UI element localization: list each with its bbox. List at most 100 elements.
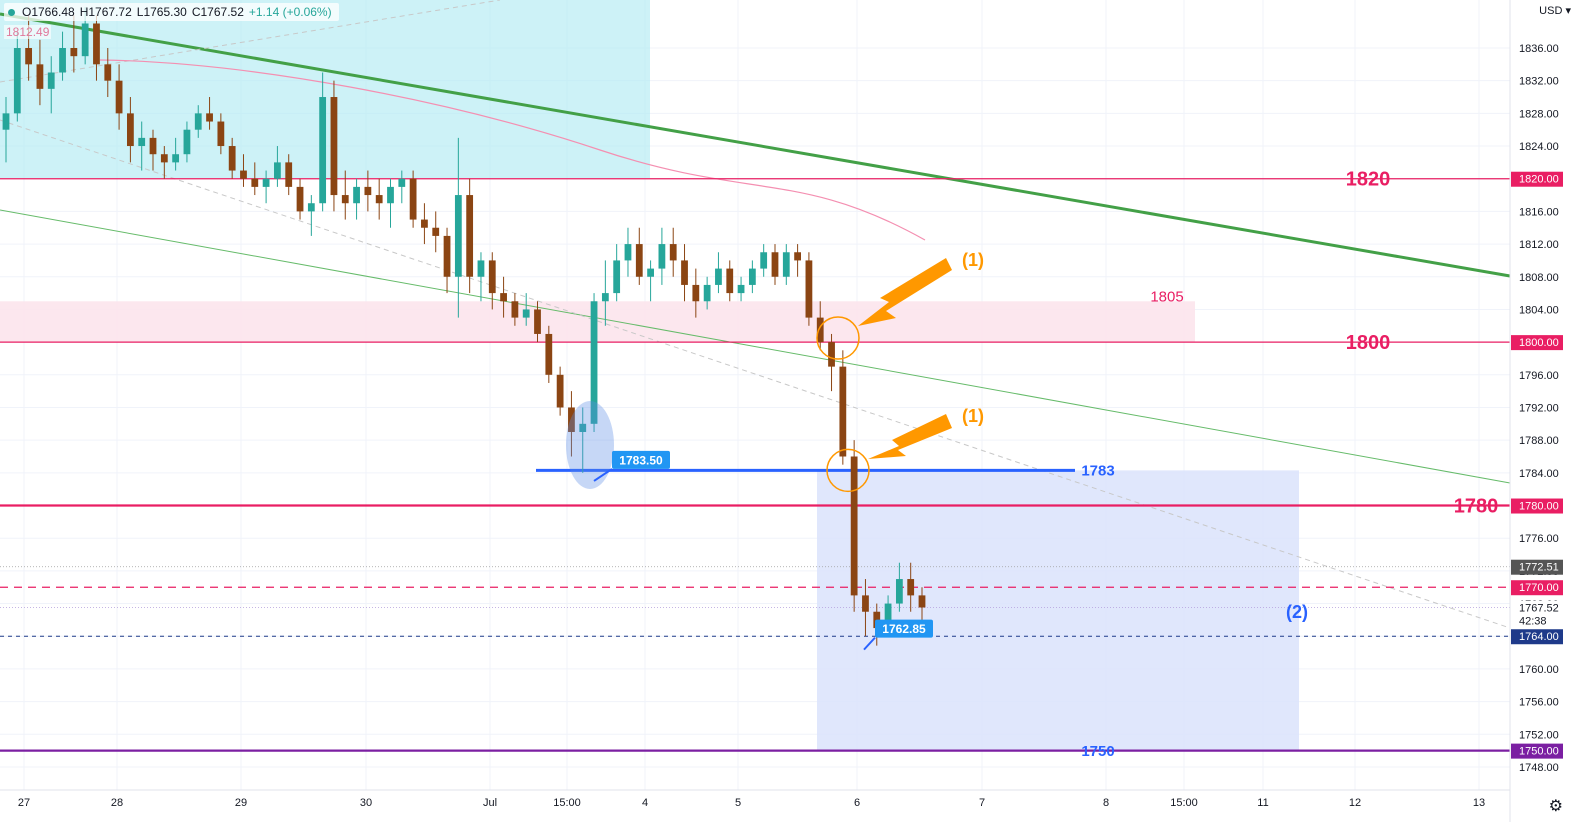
candle-body	[274, 162, 281, 179]
trendline-dashed-top	[0, 0, 501, 83]
currency-label: USD	[1539, 5, 1563, 17]
candle-body	[2, 113, 10, 130]
y-tick-label: 1816.00	[1519, 206, 1559, 218]
candle-body	[330, 97, 338, 196]
candle-body	[81, 23, 89, 57]
orange-circle-1800	[816, 316, 860, 360]
candle-body	[206, 113, 213, 122]
level-labels: 1750 1780 1783 1800 1820 1805	[1081, 169, 1498, 760]
badge-bg	[1511, 600, 1563, 629]
candle-body	[805, 260, 813, 318]
candle	[59, 31, 66, 81]
blue-highlight-ellipse	[566, 401, 614, 489]
candle	[160, 146, 168, 179]
candle-body	[613, 260, 621, 294]
candle	[635, 227, 643, 285]
y-tick-label: 1776.00	[1519, 533, 1559, 545]
y-tick-label: 1812.00	[1519, 239, 1559, 251]
candle	[545, 325, 553, 383]
price-badge: 1770.00	[1511, 580, 1563, 596]
candle	[556, 366, 564, 416]
candle	[93, 15, 100, 81]
candle-body	[726, 268, 734, 294]
candle-body	[398, 178, 406, 187]
candle	[240, 154, 247, 187]
candle	[104, 48, 112, 98]
badge-label: 1800.00	[1519, 337, 1559, 349]
candle	[127, 97, 134, 163]
y-tick-label: 1792.00	[1519, 402, 1559, 414]
candle-body	[500, 293, 507, 302]
annotation-label-1-mid: (1)	[962, 406, 984, 426]
candle	[262, 170, 270, 204]
candle	[274, 146, 281, 187]
candle-body	[658, 244, 666, 269]
badge-label: 1767.52	[1519, 602, 1559, 614]
candles	[2, 7, 926, 646]
candle	[364, 170, 372, 212]
candle	[828, 333, 835, 392]
badge-label: 1764.00	[1519, 631, 1559, 643]
candle	[183, 121, 191, 163]
y-tick-label: 1808.00	[1519, 272, 1559, 284]
candle	[353, 178, 360, 220]
x-tick-label: 28	[111, 797, 123, 809]
candle-body	[172, 154, 180, 163]
candle-body	[816, 317, 824, 343]
badge-label: 1780.00	[1519, 501, 1559, 513]
x-tick-label: 30	[360, 797, 372, 809]
y-tick-label: 1796.00	[1519, 370, 1559, 382]
candle	[681, 244, 688, 302]
callout-box	[875, 619, 933, 638]
annotation-label-2: (2)	[1286, 602, 1308, 622]
candle-body	[387, 186, 394, 204]
candle	[2, 97, 10, 163]
candle	[488, 252, 496, 310]
candle	[36, 39, 44, 106]
candle	[341, 170, 349, 220]
trendline-minor-green	[0, 209, 1511, 484]
y-axis[interactable]: 1836.00 1832.00 1828.00 1824.00 1820.00 1816.…	[1509, 0, 1559, 822]
candle	[70, 15, 78, 73]
candle-body	[488, 260, 496, 294]
candle	[466, 178, 474, 294]
gear-icon[interactable]: ⚙	[1548, 798, 1563, 815]
candle-body	[138, 137, 146, 147]
candle	[409, 170, 417, 228]
x-axis[interactable]: 27 28 29 30 Jul 15:00 4 5 6 7 8 15:00 11 12 13	[0, 789, 1510, 809]
candle-body	[47, 72, 55, 89]
orange-circle-1783	[826, 448, 870, 493]
candle	[794, 244, 801, 277]
zone-pink-1805	[0, 301, 1195, 343]
candle-body	[432, 227, 440, 236]
candle	[850, 440, 858, 612]
x-tick-label: 5	[735, 797, 741, 809]
candle-body	[782, 252, 790, 277]
candle-body	[635, 244, 643, 277]
x-tick-label: 4	[642, 797, 648, 809]
chevron-down-icon: ▾	[1565, 5, 1571, 17]
price-badge: 1780.00	[1511, 498, 1563, 514]
candle	[511, 293, 519, 326]
prev-close-label: 1812.49	[4, 25, 52, 39]
candle	[862, 579, 869, 637]
candle	[47, 56, 55, 114]
candle-body	[296, 186, 304, 212]
currency-selector[interactable]: USD ▾	[1539, 4, 1571, 17]
candle-body	[115, 80, 123, 114]
y-tick-label: 1824.00	[1519, 141, 1559, 153]
candle	[398, 170, 406, 204]
candle	[658, 227, 666, 285]
candle	[647, 260, 654, 302]
candle	[319, 72, 327, 212]
candle-body	[534, 309, 541, 334]
zones	[0, 0, 1299, 751]
price-badges: 1820.00 1800.00 1780.00 1772.51 1770.00 1767.…	[1511, 171, 1563, 759]
candle-body	[748, 268, 756, 285]
candle	[194, 105, 202, 138]
candle	[805, 252, 813, 326]
candle	[172, 137, 180, 171]
candle-body	[590, 301, 598, 424]
